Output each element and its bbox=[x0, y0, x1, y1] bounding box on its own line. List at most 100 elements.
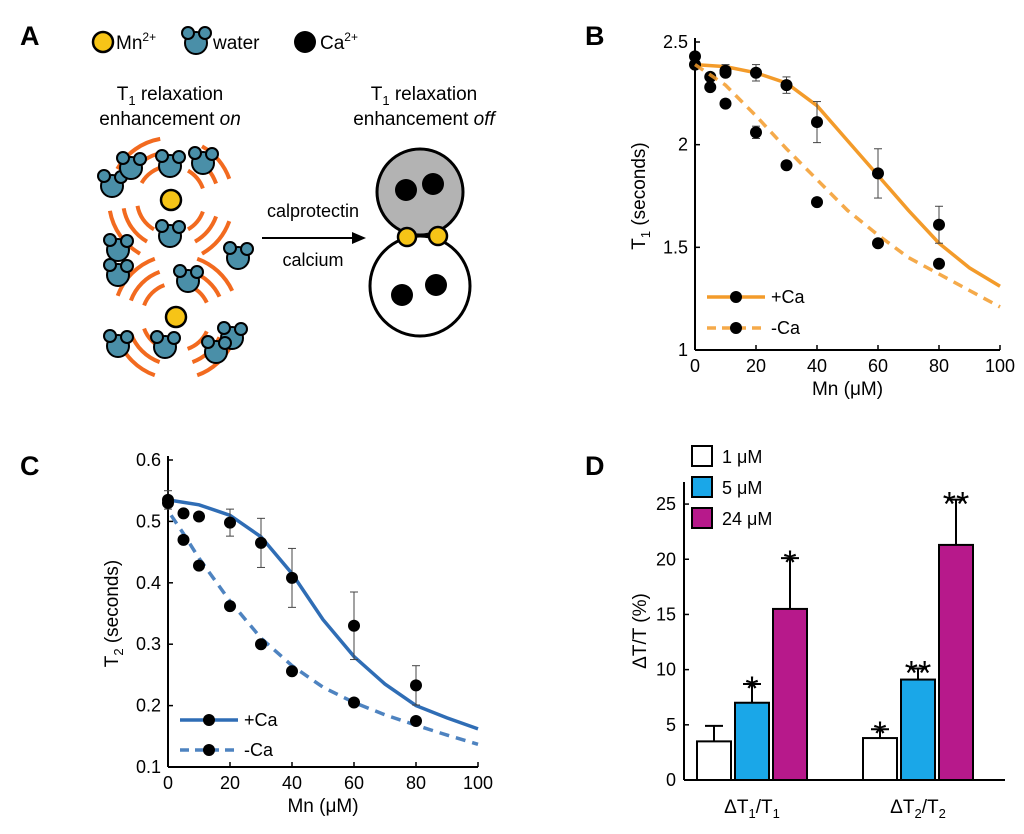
data-point bbox=[750, 66, 762, 79]
ca-ion bbox=[425, 274, 447, 296]
water-molecule-icon bbox=[103, 233, 134, 262]
water-molecules bbox=[97, 146, 254, 364]
fit-curve-minus-ca bbox=[694, 63, 1001, 309]
right-title-line1: T1 relaxation bbox=[371, 84, 478, 108]
relaxation-arc bbox=[142, 283, 166, 307]
right-title-line2: enhancement off bbox=[353, 109, 496, 130]
y-tick-label: 20 bbox=[656, 549, 676, 569]
y-tick-label: 5 bbox=[666, 715, 676, 735]
data-point bbox=[177, 507, 190, 520]
category-label: ΔT1/T1 bbox=[724, 797, 780, 821]
data-point bbox=[750, 126, 762, 139]
data-point bbox=[872, 167, 884, 180]
significance-stars: * bbox=[873, 715, 886, 753]
relaxation-arc bbox=[200, 144, 232, 180]
water-molecule-icon bbox=[155, 149, 186, 178]
x-tick-label: 80 bbox=[929, 356, 949, 376]
y-tick-label: 2 bbox=[678, 135, 688, 155]
panel-label-b: B bbox=[585, 21, 605, 51]
relaxation-arc bbox=[115, 256, 156, 297]
y-tick-label: 0.4 bbox=[136, 573, 161, 593]
x-tick-label: 20 bbox=[746, 356, 766, 376]
data-point bbox=[348, 696, 360, 709]
legend-label: -Ca bbox=[771, 318, 801, 338]
water-molecule-icon bbox=[188, 146, 219, 175]
relaxation-arc bbox=[200, 220, 232, 256]
relaxation-arc bbox=[129, 270, 161, 302]
data-point bbox=[410, 679, 422, 692]
data-point bbox=[224, 600, 236, 613]
y-axis-label: T2 (seconds) bbox=[102, 560, 126, 668]
data-point bbox=[348, 619, 360, 632]
legend-marker bbox=[730, 322, 742, 334]
calprotectin-subunit-top bbox=[375, 147, 465, 237]
water-molecule-icon bbox=[116, 151, 147, 180]
water-molecule-icon bbox=[103, 258, 134, 287]
mn-ion-bound bbox=[427, 225, 449, 247]
x-tick-label: 60 bbox=[868, 356, 888, 376]
x-tick-label: 80 bbox=[406, 773, 426, 793]
water-molecule-icon bbox=[201, 335, 232, 364]
panel-label-c: C bbox=[20, 451, 40, 481]
data-point bbox=[872, 237, 884, 250]
y-tick-label: 15 bbox=[656, 604, 676, 624]
fit-curve-plus-ca bbox=[694, 62, 1001, 288]
data-point bbox=[286, 571, 298, 584]
legend-label: 1 μM bbox=[722, 447, 762, 467]
data-point bbox=[162, 496, 174, 509]
significance-stars: * bbox=[745, 670, 758, 708]
legend-label: 24 μM bbox=[722, 509, 772, 529]
data-point bbox=[689, 50, 701, 63]
relaxation-arc bbox=[196, 256, 235, 292]
relaxation-arc bbox=[193, 215, 218, 244]
arrow-label-calcium: calcium bbox=[282, 250, 343, 270]
mn-ion-top bbox=[159, 188, 183, 212]
legend-marker bbox=[203, 744, 215, 756]
panel-label-d: D bbox=[585, 451, 605, 481]
data-point bbox=[811, 116, 823, 129]
arrow-label-calprotectin: calprotectin bbox=[267, 201, 359, 221]
water-molecule-icon bbox=[150, 330, 181, 359]
data-point bbox=[177, 533, 190, 546]
x-axis-label: Mn (μM) bbox=[287, 796, 358, 817]
mn-legend-label: Mn2+ bbox=[116, 30, 156, 54]
ca-ion bbox=[395, 179, 417, 201]
data-point bbox=[255, 638, 267, 651]
y-tick-label: 10 bbox=[656, 660, 676, 680]
y-tick-label: 0.1 bbox=[136, 757, 161, 777]
y-tick-label: 0.6 bbox=[136, 450, 161, 470]
y-axis-label: ΔT/T (%) bbox=[630, 593, 651, 669]
data-point bbox=[933, 218, 945, 231]
legend-swatch bbox=[691, 445, 713, 467]
relaxation-arc bbox=[186, 168, 205, 190]
panel-label-a: A bbox=[20, 21, 40, 51]
data-point bbox=[780, 159, 793, 172]
relaxation-arc bbox=[186, 210, 205, 232]
data-point bbox=[255, 536, 267, 549]
relaxation-arc bbox=[107, 210, 142, 256]
y-tick-label: 25 bbox=[656, 494, 676, 514]
t2-chart: 0 20 40 60 80 100 0.1 0.2 0.3 0.4 0.5 0.6 Mn (μM) T2 … bbox=[102, 450, 493, 817]
x-tick-label: 40 bbox=[282, 773, 302, 793]
y-tick-label: 1 bbox=[678, 340, 688, 360]
x-axis-label: Mn (μM) bbox=[812, 379, 883, 400]
data-point bbox=[193, 510, 205, 523]
legend-label: +Ca bbox=[771, 287, 806, 307]
legend-marker bbox=[203, 714, 215, 726]
legend-swatch bbox=[691, 507, 713, 529]
y-tick-label: 2.5 bbox=[663, 32, 688, 52]
data-point bbox=[224, 516, 236, 529]
y-tick-label: 1.5 bbox=[663, 237, 688, 257]
legend-label: -Ca bbox=[244, 740, 274, 760]
category-label: ΔT2/T2 bbox=[890, 797, 946, 821]
water-molecule-icon bbox=[155, 219, 186, 248]
data-point bbox=[719, 66, 732, 79]
bar bbox=[938, 543, 974, 782]
x-tick-label: 0 bbox=[690, 356, 700, 376]
data-point bbox=[286, 665, 298, 678]
x-tick-label: 100 bbox=[985, 356, 1015, 376]
legend-marker bbox=[730, 291, 742, 303]
bar bbox=[734, 701, 770, 781]
relaxation-arc bbox=[186, 330, 209, 351]
